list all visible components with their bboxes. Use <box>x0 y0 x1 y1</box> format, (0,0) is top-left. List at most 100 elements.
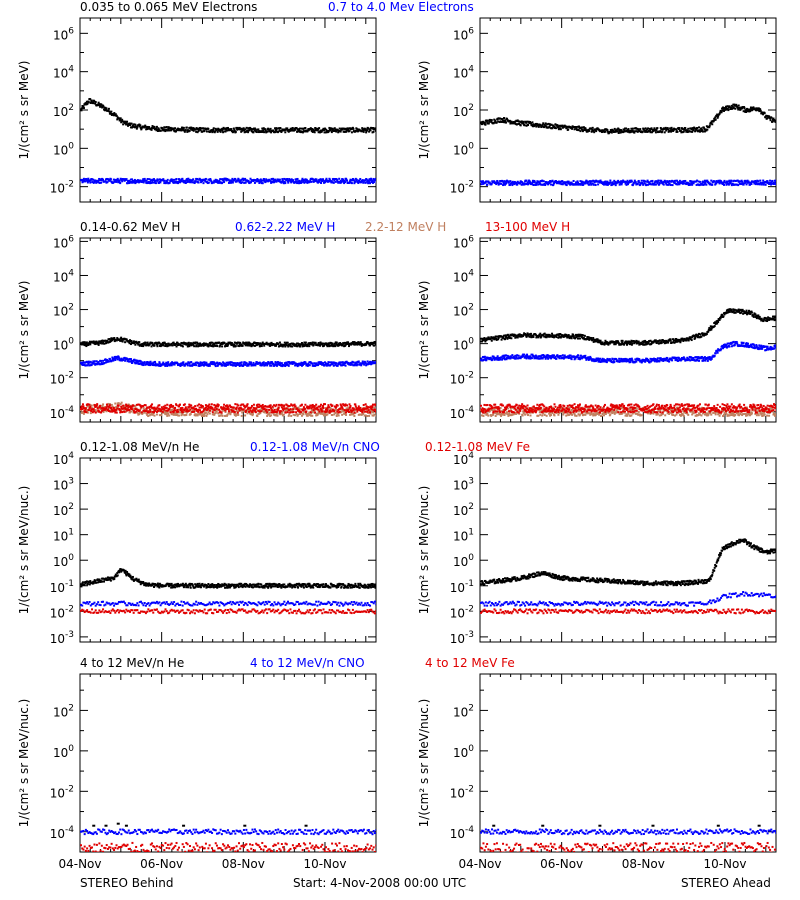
data-point <box>690 182 693 185</box>
data-point <box>98 177 101 180</box>
data-point <box>356 128 359 131</box>
data-point <box>737 108 740 111</box>
data-point <box>247 407 250 410</box>
data-point <box>128 339 131 342</box>
data-point <box>313 362 316 365</box>
data-point <box>149 364 152 367</box>
data-point <box>127 406 130 409</box>
data-point <box>181 411 184 414</box>
data-point <box>296 414 299 417</box>
data-point <box>283 404 286 407</box>
data-point <box>98 410 101 413</box>
data-point <box>312 409 315 412</box>
data-point <box>315 178 318 181</box>
data-point <box>97 342 100 345</box>
y-tick-label: 100 <box>53 337 74 353</box>
data-point <box>304 403 307 406</box>
data-point <box>152 411 155 414</box>
data-point <box>687 127 690 130</box>
data-point <box>678 183 681 186</box>
data-point <box>659 126 662 129</box>
data-point <box>581 180 584 183</box>
data-point <box>570 181 573 184</box>
data-point <box>130 339 133 342</box>
data-point <box>177 182 180 185</box>
data-point <box>277 362 280 365</box>
data-point <box>525 121 528 124</box>
data-point <box>317 128 320 131</box>
data-layer <box>480 103 776 187</box>
data-point <box>341 364 344 367</box>
data-point <box>187 341 190 344</box>
data-point <box>204 411 207 414</box>
data-point <box>307 412 310 415</box>
data-point <box>143 411 146 414</box>
data-point <box>166 129 169 132</box>
data-point <box>142 407 145 410</box>
data-point <box>325 343 328 346</box>
data-point <box>734 180 737 183</box>
data-point <box>538 181 541 184</box>
data-point <box>266 414 269 417</box>
data-point <box>745 111 748 114</box>
data-point <box>247 127 250 130</box>
data-point <box>620 183 623 186</box>
data-point <box>275 410 278 413</box>
data-point <box>519 182 522 185</box>
data-point <box>239 341 242 344</box>
data-point <box>358 413 361 416</box>
data-point <box>650 127 653 130</box>
data-point <box>504 121 507 124</box>
data-point <box>304 343 307 346</box>
data-point <box>331 127 334 130</box>
data-point <box>270 414 273 417</box>
data-point <box>284 131 287 134</box>
data-point <box>321 180 324 183</box>
data-point <box>144 124 147 127</box>
data-point <box>646 180 649 183</box>
data-point <box>177 405 180 408</box>
data-point <box>265 405 268 408</box>
data-point <box>94 102 97 105</box>
data-point <box>147 180 150 183</box>
data-point <box>156 129 159 132</box>
data-point <box>93 360 96 363</box>
data-point <box>81 403 84 406</box>
data-point <box>289 127 292 130</box>
data-point <box>166 403 169 406</box>
data-point <box>277 403 280 406</box>
data-point <box>281 178 284 181</box>
data-point <box>109 178 112 181</box>
data-point <box>750 183 753 186</box>
data-point <box>158 342 161 345</box>
data-point <box>735 183 738 186</box>
data-point <box>91 181 94 184</box>
data-point <box>622 179 625 182</box>
data-point <box>262 405 265 408</box>
data-point <box>218 408 221 411</box>
data-point <box>221 414 224 417</box>
data-point <box>336 413 339 416</box>
series-0-7-to-4-0-mev-electrons <box>480 179 776 187</box>
data-point <box>296 182 299 185</box>
data-point <box>199 411 202 414</box>
data-point <box>762 179 765 182</box>
data-point <box>358 363 361 366</box>
data-point <box>619 131 622 134</box>
data-point <box>313 129 316 132</box>
data-point <box>261 130 264 133</box>
data-point <box>169 406 172 409</box>
data-point <box>149 182 152 185</box>
data-point <box>559 128 562 131</box>
data-point <box>301 345 304 348</box>
data-point <box>153 409 156 412</box>
data-point <box>116 118 119 121</box>
data-point <box>520 183 523 186</box>
data-point <box>257 406 260 409</box>
data-point <box>289 178 292 181</box>
data-point <box>207 127 210 130</box>
data-point <box>190 344 193 347</box>
data-point <box>551 179 554 182</box>
data-point <box>297 364 300 367</box>
data-point <box>276 414 279 417</box>
